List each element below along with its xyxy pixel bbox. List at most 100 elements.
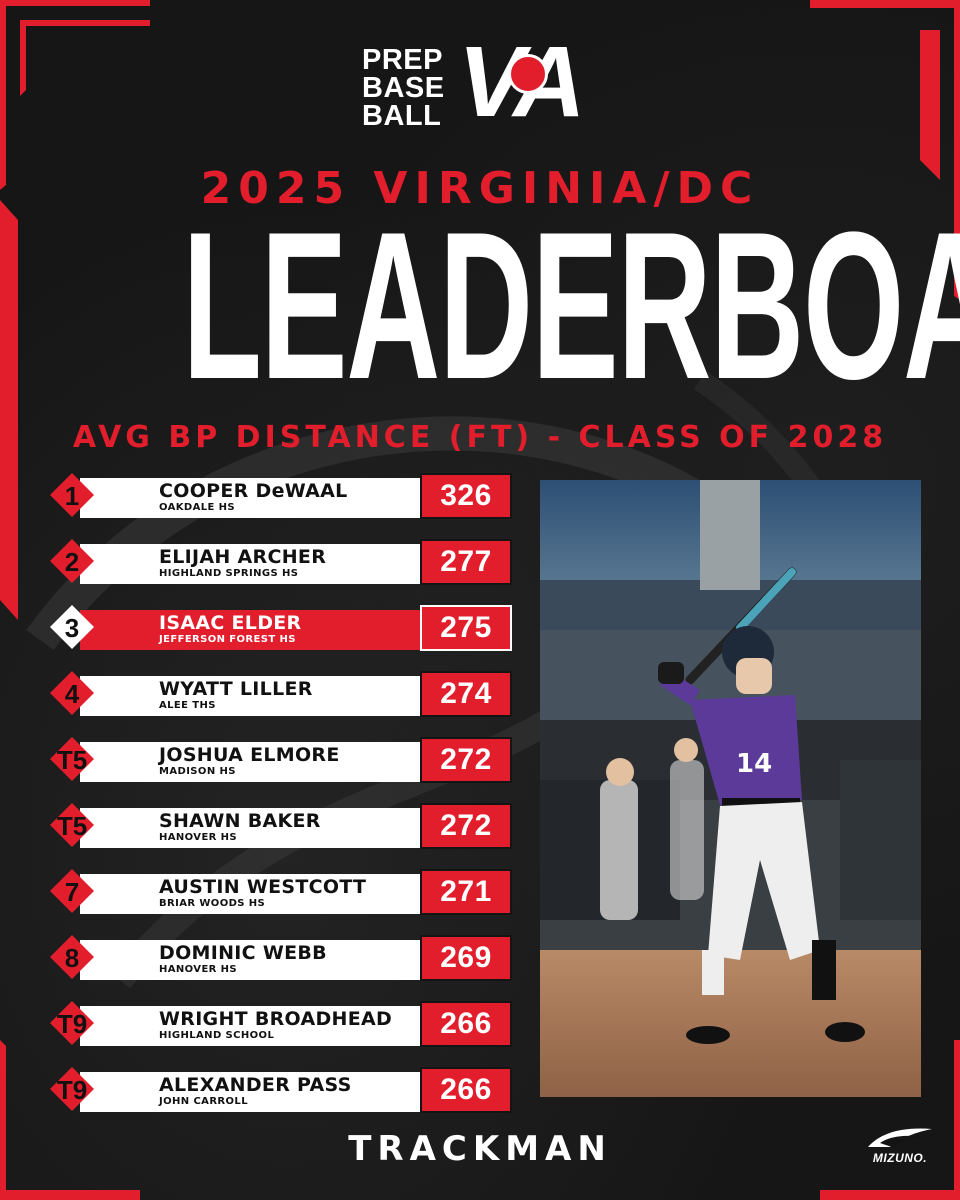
mizuno-runbird-icon — [868, 1128, 932, 1147]
logo-word: BASE — [362, 72, 445, 104]
top-right-accent — [810, 0, 960, 300]
player-name: JOSHUA ELMORE — [159, 744, 340, 766]
player-school: OAKDALE HS — [159, 502, 236, 513]
rank-diamond-icon — [50, 473, 94, 517]
rank-diamond-icon — [50, 539, 94, 583]
rank-diamond-icon — [50, 1001, 94, 1045]
rank-label: 4 — [64, 678, 80, 709]
rank-label: 7 — [64, 876, 80, 907]
page-title-wrap: LEADERBOARD — [0, 188, 960, 423]
sponsor-name: MIZUNO. — [872, 1151, 928, 1165]
player-name: COOPER DeWAAL — [159, 480, 348, 502]
rank-label: T9 — [56, 1074, 88, 1105]
rank-badge: 1 — [44, 473, 100, 519]
rank-label: 8 — [64, 942, 80, 973]
rank-diamond-icon — [50, 803, 94, 847]
baseball-icon — [508, 54, 548, 94]
leaderboard-row: 4 WYATT LILLER ALEE THS 274 — [44, 671, 524, 717]
leaderboard-row: 1 COOPER DeWAAL OAKDALE HS 326 — [44, 473, 524, 519]
stat-value: 326 — [420, 473, 512, 519]
player-school: MADISON HS — [159, 766, 236, 777]
row-bar — [80, 610, 464, 650]
stat-value: 271 — [420, 869, 512, 915]
prep-baseball-va-logo: PREP BASE BALL VA — [362, 32, 592, 140]
leaderboard-row-highlighted: 3 ISAAC ELDER JEFFERSON FOREST HS 275 — [44, 605, 524, 651]
stat-value: 269 — [420, 935, 512, 981]
player-name: ELIJAH ARCHER — [159, 546, 327, 568]
row-bar — [80, 544, 464, 584]
leaderboard-row: T5 JOSHUA ELMORE MADISON HS 272 — [44, 737, 524, 783]
rank-badge: 2 — [44, 539, 100, 585]
bottom-left-accent — [0, 1040, 140, 1200]
rank-badge: 4 — [44, 671, 100, 717]
player-photo-illustration: 14 — [540, 480, 921, 1097]
page-title: LEADERBOARD — [182, 188, 960, 423]
left-edge-accent — [0, 200, 18, 620]
rank-diamond-icon — [50, 935, 94, 979]
rank-label: 1 — [64, 480, 80, 511]
player-name: ISAAC ELDER — [159, 612, 302, 634]
player-school: ALEE THS — [159, 700, 216, 711]
rank-label: T9 — [56, 1008, 88, 1039]
rank-label: 3 — [64, 612, 80, 643]
player-school: HANOVER HS — [159, 964, 238, 975]
stat-value: 266 — [420, 1001, 512, 1047]
leaderboard-row: T9 WRIGHT BROADHEAD HIGHLAND SCHOOL 266 — [44, 1001, 524, 1047]
stat-value: 272 — [420, 737, 512, 783]
leaderboard-row: T5 SHAWN BAKER HANOVER HS 272 — [44, 803, 524, 849]
trackman-logo: TRACKMAN — [348, 1129, 612, 1169]
stat-value: 274 — [420, 671, 512, 717]
rank-badge: T9 — [44, 1001, 100, 1047]
stat-value: 266 — [420, 1067, 512, 1113]
row-bar — [80, 874, 464, 914]
top-left-accent — [0, 0, 150, 190]
row-bar — [80, 940, 464, 980]
player-school: HIGHLAND SCHOOL — [159, 1030, 275, 1041]
stat-value: 277 — [420, 539, 512, 585]
leaderboard-row: 7 AUSTIN WESTCOTT BRIAR WOODS HS 271 — [44, 869, 524, 915]
rank-label: T5 — [56, 744, 88, 775]
player-name: AUSTIN WESTCOTT — [159, 876, 367, 898]
rank-diamond-icon — [50, 1067, 94, 1111]
row-bar — [80, 478, 464, 518]
leaderboard-row: 8 DOMINIC WEBB HANOVER HS 269 — [44, 935, 524, 981]
leaderboard-row: 2 ELIJAH ARCHER HIGHLAND SPRINGS HS 277 — [44, 539, 524, 585]
rank-label: T5 — [56, 810, 88, 841]
jersey-number: 14 — [736, 749, 772, 779]
rank-diamond-icon — [50, 605, 94, 649]
row-bar — [80, 742, 464, 782]
bottom-right-accent — [820, 1040, 960, 1200]
rank-diamond-icon — [50, 671, 94, 715]
stat-title: AVG BP DISTANCE (FT) - CLASS OF 2028 — [72, 420, 888, 455]
row-bar — [80, 1072, 464, 1112]
player-name: DOMINIC WEBB — [159, 942, 327, 964]
player-name: WYATT LILLER — [159, 678, 313, 700]
rank-badge: 8 — [44, 935, 100, 981]
rank-badge: 7 — [44, 869, 100, 915]
player-photo: 14 — [540, 480, 921, 1097]
player-school: JOHN CARROLL — [159, 1096, 248, 1107]
page-subtitle: 2025 VIRGINIA/DC — [200, 163, 760, 214]
row-bar — [80, 676, 464, 716]
rank-badge: 3 — [44, 605, 100, 651]
logo-wordmark: PREP BASE BALL — [362, 46, 445, 132]
player-school: HANOVER HS — [159, 832, 238, 843]
rank-diamond-icon — [50, 737, 94, 781]
rank-badge: T5 — [44, 803, 100, 849]
mizuno-logo: MIZUNO. — [862, 1125, 938, 1167]
player-school: JEFFERSON FOREST HS — [159, 634, 296, 645]
player-school: HIGHLAND SPRINGS HS — [159, 568, 299, 579]
rank-badge: T5 — [44, 737, 100, 783]
player-name: SHAWN BAKER — [159, 810, 321, 832]
logo-word: BALL — [362, 100, 442, 132]
leaderboard-row: T9 ALEXANDER PASS JOHN CARROLL 266 — [44, 1067, 524, 1113]
stat-value: 275 — [420, 605, 512, 651]
stat-value: 272 — [420, 803, 512, 849]
rank-diamond-icon — [50, 869, 94, 913]
player-school: BRIAR WOODS HS — [159, 898, 266, 909]
player-name: ALEXANDER PASS — [159, 1074, 352, 1096]
row-bar — [80, 1006, 464, 1046]
rank-label: 2 — [64, 546, 80, 577]
row-bar — [80, 808, 464, 848]
